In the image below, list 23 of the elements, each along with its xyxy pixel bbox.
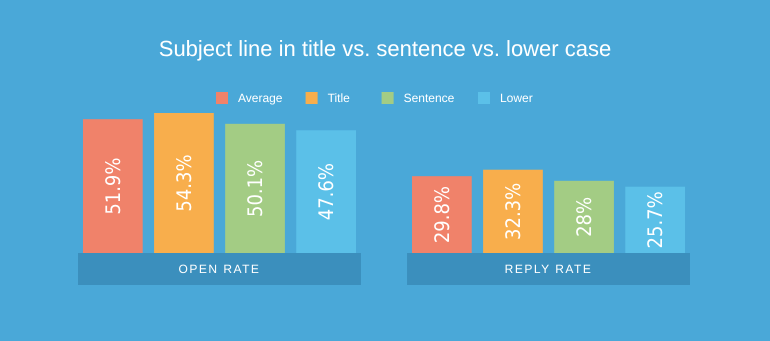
x-tick-label: OPEN RATE [178, 262, 260, 276]
data-label: 54.3% [172, 154, 196, 212]
bar [225, 124, 285, 253]
bar [82, 119, 143, 253]
bar [625, 186, 686, 253]
data-label: 50.1% [243, 160, 268, 217]
bar [554, 180, 614, 253]
bar [154, 113, 214, 253]
bar [296, 130, 356, 253]
data-label: 29.8% [430, 186, 454, 244]
data-label: 28% [572, 196, 596, 237]
legend-label: Lower [500, 91, 533, 105]
data-label: 25.7% [643, 191, 668, 248]
legend-label: Average [238, 91, 283, 105]
legend-label: Title [328, 91, 350, 105]
chart-title: Subject line in title vs. sentence vs. lower case [158, 36, 612, 61]
x-tick-label: REPLY RATE [504, 262, 592, 276]
bar [412, 176, 472, 253]
data-label: 32.3% [500, 182, 525, 240]
data-label: 51.9% [100, 158, 125, 215]
bar [483, 170, 543, 253]
legend-label: Sentence [404, 91, 455, 105]
data-label: 47.6% [314, 163, 338, 220]
